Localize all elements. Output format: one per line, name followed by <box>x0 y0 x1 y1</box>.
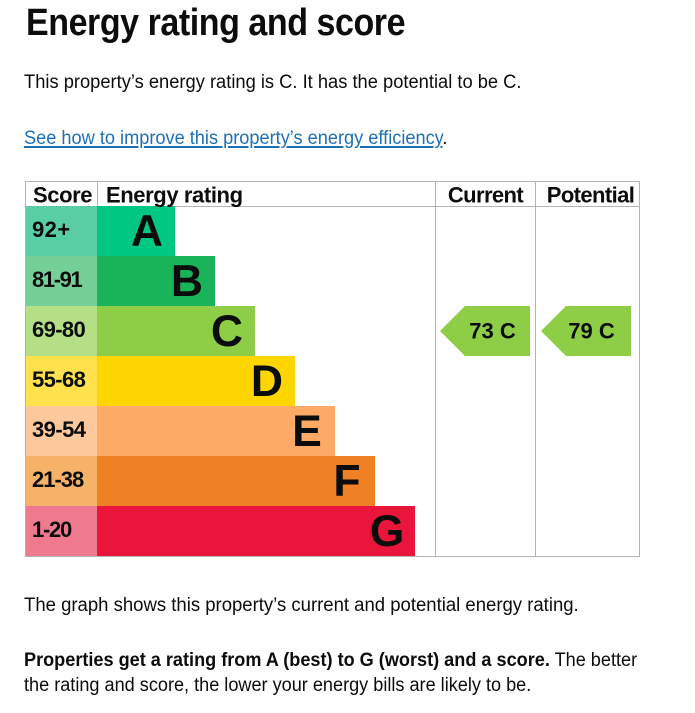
svg-text:92+: 92+ <box>32 217 71 242</box>
svg-text:81-91: 81-91 <box>32 267 83 292</box>
svg-text:F: F <box>333 457 360 506</box>
svg-text:A: A <box>131 207 163 256</box>
svg-text:Energy rating: Energy rating <box>106 183 243 208</box>
svg-text:21-38: 21-38 <box>32 467 84 492</box>
svg-text:D: D <box>251 357 283 406</box>
svg-text:C: C <box>211 307 243 356</box>
svg-text:55-68: 55-68 <box>32 367 86 392</box>
svg-text:Current: Current <box>448 183 525 208</box>
svg-text:73 C: 73 C <box>469 319 516 344</box>
svg-text:1-20: 1-20 <box>32 517 72 542</box>
svg-text:G: G <box>370 507 405 556</box>
svg-text:Potential: Potential <box>547 183 635 208</box>
svg-text:Score: Score <box>33 183 92 208</box>
svg-text:B: B <box>171 257 203 306</box>
svg-text:39-54: 39-54 <box>32 417 87 442</box>
svg-text:79 C: 79 C <box>568 319 615 344</box>
svg-text:E: E <box>292 407 322 456</box>
svg-text:69-80: 69-80 <box>32 317 86 342</box>
